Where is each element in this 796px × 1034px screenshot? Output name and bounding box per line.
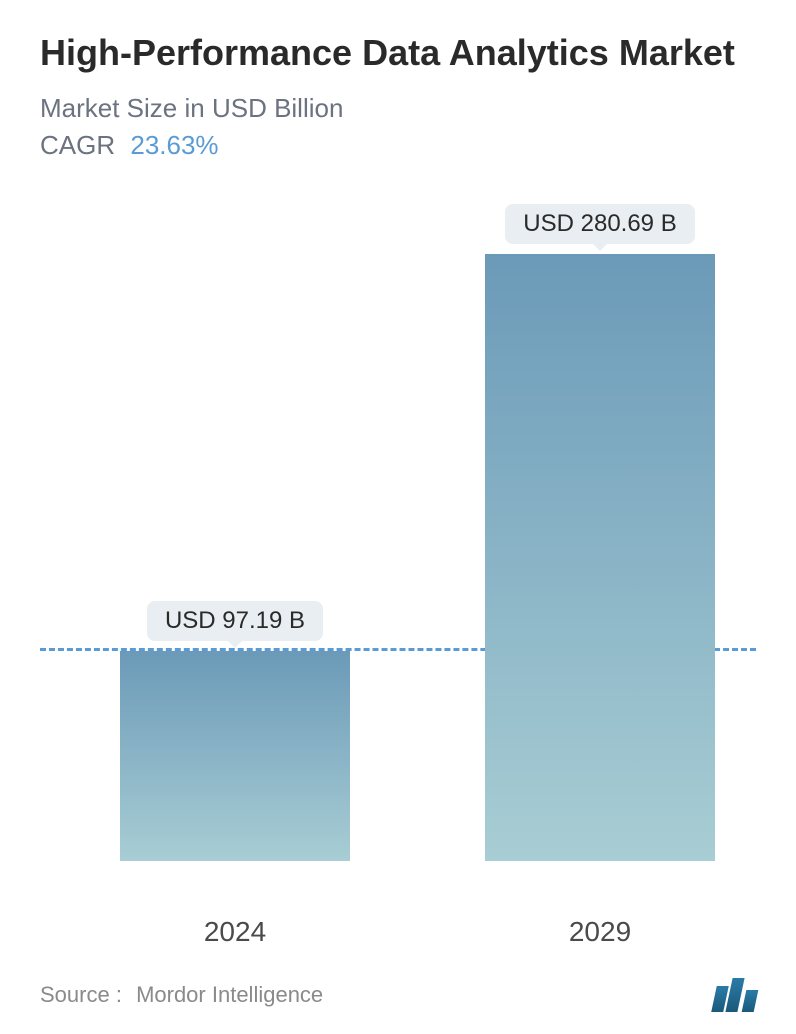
cagr-line: CAGR 23.63% (40, 130, 756, 161)
chart-title: High-Performance Data Analytics Market (40, 30, 756, 75)
x-label-2024: 2024 (204, 916, 266, 948)
source-label: Source : (40, 982, 122, 1007)
source-name: Mordor Intelligence (136, 982, 323, 1007)
chart-subtitle: Market Size in USD Billion (40, 93, 756, 124)
mordor-logo-icon (714, 978, 756, 1012)
bar-container-2029: USD 280.69 B (485, 204, 715, 861)
source-text: Source : Mordor Intelligence (40, 982, 323, 1008)
cagr-label: CAGR (40, 130, 115, 160)
x-label-2029: 2029 (569, 916, 631, 948)
bar-container-2024: USD 97.19 B (120, 601, 350, 861)
bar-2024 (120, 651, 350, 861)
bar-2029 (485, 254, 715, 861)
cagr-value: 23.63% (130, 130, 218, 160)
value-pill-2024: USD 97.19 B (147, 601, 323, 641)
value-pill-2029: USD 280.69 B (505, 204, 694, 244)
chart-footer: Source : Mordor Intelligence (40, 978, 756, 1012)
chart-area: USD 97.19 BUSD 280.69 B 20242029 (40, 201, 756, 861)
